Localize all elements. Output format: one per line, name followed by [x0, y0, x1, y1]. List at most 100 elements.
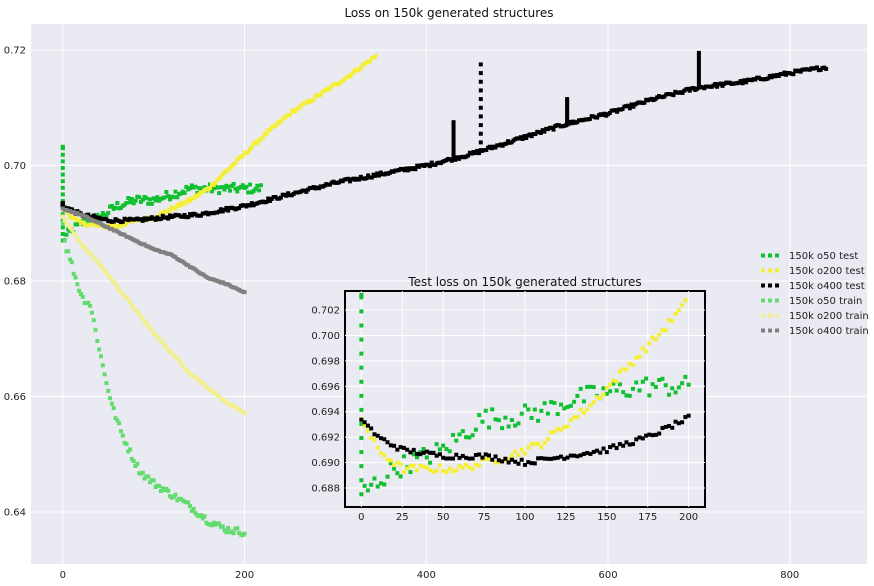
- main-point: [135, 461, 140, 466]
- main-point: [60, 179, 65, 184]
- main-spike-point: [696, 68, 701, 73]
- main-point: [148, 197, 153, 202]
- inset-point: [611, 378, 616, 383]
- inset-point: [447, 449, 452, 454]
- inset-point: [454, 452, 459, 457]
- inset-point: [634, 355, 639, 360]
- main-point: [798, 69, 803, 74]
- main-x-tick-label: 200: [235, 570, 254, 581]
- main-point: [782, 70, 787, 75]
- main-point: [371, 55, 376, 60]
- inset-point: [444, 456, 449, 461]
- inset-point: [519, 457, 524, 462]
- inset-point: [477, 463, 482, 468]
- inset-point: [437, 463, 442, 468]
- legend-marker: [775, 298, 779, 303]
- main-point: [62, 218, 67, 223]
- inset-point: [395, 460, 400, 465]
- main-point: [131, 306, 136, 311]
- inset-point: [362, 420, 367, 425]
- inset-point: [532, 441, 537, 446]
- main-point: [164, 345, 169, 350]
- main-point: [140, 316, 145, 321]
- inset-point: [516, 453, 521, 458]
- main-point: [77, 238, 82, 243]
- main-point: [200, 516, 205, 521]
- inset-point: [503, 415, 508, 420]
- main-point: [173, 189, 178, 194]
- main-point: [193, 184, 198, 189]
- main-point: [77, 288, 82, 293]
- main-point: [218, 207, 223, 212]
- main-point: [529, 134, 534, 139]
- main-point: [253, 187, 258, 192]
- main-point: [246, 190, 251, 195]
- inset-point: [454, 468, 459, 473]
- main-point: [275, 121, 280, 126]
- inset-point: [467, 435, 472, 440]
- main-point: [373, 173, 378, 178]
- main-point: [209, 523, 214, 528]
- main-spike-point: [478, 97, 483, 102]
- main-point: [718, 81, 723, 86]
- legend-marker: [768, 283, 772, 288]
- main-point: [226, 168, 231, 173]
- inset-point: [470, 467, 475, 472]
- inset-point: [601, 446, 606, 451]
- main-point: [89, 310, 94, 315]
- inset-point: [424, 455, 429, 460]
- main-point: [157, 336, 162, 341]
- inset-point: [660, 426, 665, 431]
- inset-point: [470, 456, 475, 461]
- main-point: [118, 205, 123, 210]
- inset-point: [660, 327, 665, 332]
- inset-point: [359, 407, 364, 412]
- main-point: [100, 265, 105, 270]
- main-spike-point: [478, 114, 483, 119]
- inset-point: [670, 425, 675, 430]
- inset-point: [359, 295, 364, 300]
- main-x-tick-label: 0: [60, 570, 66, 581]
- main-spike-point: [478, 88, 483, 93]
- main-point: [182, 201, 187, 206]
- main-point: [220, 524, 225, 529]
- main-point: [671, 93, 676, 98]
- legend-marker: [761, 328, 765, 333]
- legend-marker: [768, 298, 772, 303]
- main-point: [626, 103, 631, 108]
- inset-point: [421, 450, 426, 455]
- inset-point: [388, 458, 393, 463]
- inset-point: [372, 476, 377, 481]
- main-spike-point: [478, 71, 483, 76]
- main-point: [264, 132, 269, 137]
- inset-point: [595, 395, 599, 400]
- main-point: [242, 290, 247, 295]
- inset-point: [506, 460, 511, 465]
- inset-point: [411, 447, 416, 452]
- main-point: [126, 196, 131, 201]
- inset-point: [382, 482, 387, 487]
- inset-point: [365, 428, 370, 433]
- main-point: [118, 429, 123, 434]
- main-point: [60, 220, 65, 225]
- main-point: [133, 463, 138, 468]
- inset-point: [408, 450, 413, 455]
- main-point: [255, 141, 260, 146]
- inset-point: [585, 407, 590, 412]
- inset-point: [523, 462, 527, 467]
- main-point: [64, 232, 69, 237]
- main-point: [351, 69, 356, 74]
- inset-point: [640, 346, 645, 351]
- main-point: [60, 165, 65, 170]
- inset-point: [483, 456, 488, 461]
- inset-point: [608, 445, 613, 450]
- main-point: [173, 206, 178, 211]
- inset-point: [526, 445, 531, 450]
- main-point: [191, 196, 196, 201]
- main-point: [149, 201, 154, 206]
- inset-point: [379, 481, 383, 486]
- main-point: [267, 127, 272, 132]
- inset-point: [457, 463, 462, 468]
- inset-point: [424, 465, 429, 470]
